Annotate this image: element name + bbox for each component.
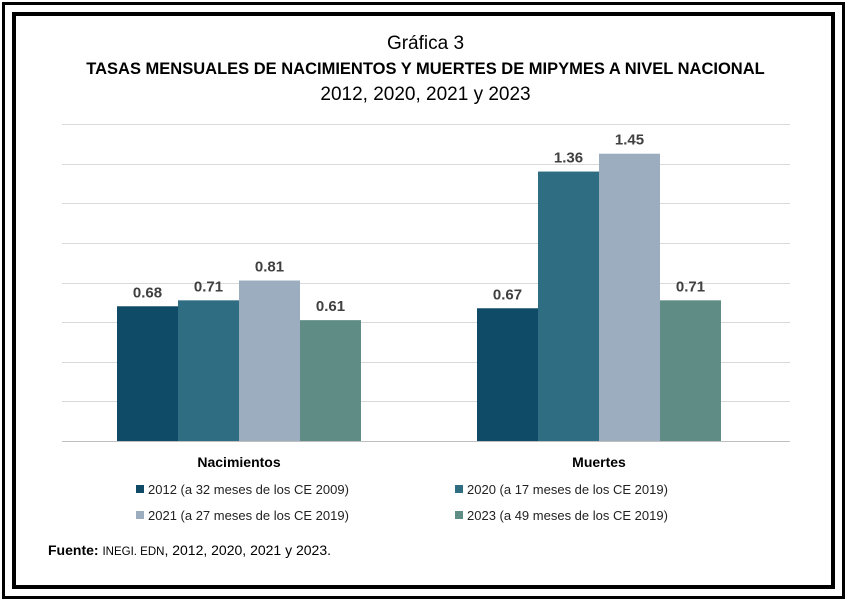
source-org: INEGI. EDN bbox=[102, 546, 165, 558]
data-label: 0.61 bbox=[316, 298, 345, 315]
data-label: 0.68 bbox=[133, 284, 162, 301]
legend-swatch bbox=[136, 511, 144, 519]
figure-number: Gráfica 3 bbox=[386, 33, 465, 54]
legend-label: 2020 (a 17 meses de los CE 2019) bbox=[467, 482, 668, 497]
legend-label: 2012 (a 32 meses de los CE 2009) bbox=[148, 482, 349, 497]
data-label: 0.81 bbox=[255, 259, 284, 276]
inner-border bbox=[12, 12, 835, 589]
bar bbox=[660, 300, 721, 441]
bar bbox=[239, 280, 300, 441]
legend-label: 2021 (a 27 meses de los CE 2019) bbox=[148, 508, 349, 523]
outer-border bbox=[2, 2, 845, 599]
bar bbox=[117, 306, 178, 441]
category-label: Muertes bbox=[572, 454, 626, 470]
bar bbox=[300, 320, 361, 441]
bar bbox=[599, 153, 660, 441]
data-label: 0.71 bbox=[676, 278, 705, 295]
legend-swatch bbox=[455, 511, 463, 519]
legend-item: 2020 (a 17 meses de los CE 2019) bbox=[455, 482, 668, 497]
chart-subtitle: 2012, 2020, 2021 y 2023 bbox=[320, 84, 531, 105]
bar bbox=[178, 300, 239, 441]
source-years: , 2012, 2020, 2021 y 2023. bbox=[164, 542, 332, 558]
legend-item: 2021 (a 27 meses de los CE 2019) bbox=[136, 508, 349, 523]
legend-swatch bbox=[455, 485, 463, 493]
category-label: Nacimientos bbox=[197, 454, 280, 470]
chart-title: TASAS MENSUALES DE NACIMIENTOS Y MUERTES… bbox=[86, 60, 765, 78]
legend-item: 2023 (a 49 meses de los CE 2019) bbox=[455, 508, 668, 523]
data-label: 0.71 bbox=[194, 278, 223, 295]
source-label: Fuente: bbox=[48, 542, 99, 558]
data-label: 0.67 bbox=[493, 286, 522, 303]
source-note: Fuente: INEGI. EDN, 2012, 2020, 2021 y 2… bbox=[48, 542, 331, 558]
data-label: 1.36 bbox=[554, 150, 583, 167]
legend-label: 2023 (a 49 meses de los CE 2019) bbox=[467, 508, 668, 523]
legend-item: 2012 (a 32 meses de los CE 2009) bbox=[136, 482, 349, 497]
bar bbox=[538, 171, 599, 442]
data-label: 1.45 bbox=[615, 132, 644, 149]
legend-swatch bbox=[136, 485, 144, 493]
bar bbox=[477, 308, 538, 441]
